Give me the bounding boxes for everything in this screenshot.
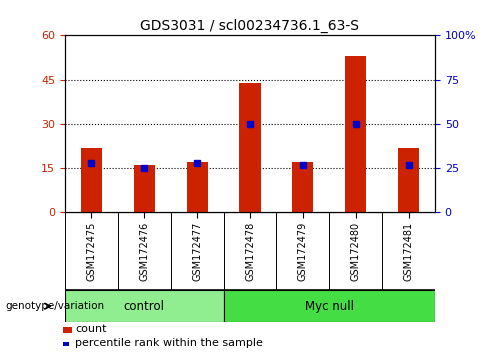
Title: GDS3031 / scl00234736.1_63-S: GDS3031 / scl00234736.1_63-S [140,19,360,33]
Text: GSM172476: GSM172476 [140,222,149,281]
Bar [62,327,72,333]
Text: control: control [124,300,165,313]
Text: GSM172479: GSM172479 [298,222,308,281]
Text: GSM172475: GSM172475 [86,222,97,281]
Text: Myc null: Myc null [305,300,354,313]
Text: GSM172478: GSM172478 [245,222,255,281]
Bar [81,148,102,212]
Bar [62,342,69,346]
Bar [240,82,260,212]
Text: percentile rank within the sample: percentile rank within the sample [75,338,263,348]
Bar [65,290,224,322]
Bar [292,162,314,212]
Bar [186,162,208,212]
Text: GSM172477: GSM172477 [192,222,202,281]
Text: GSM172480: GSM172480 [350,222,360,281]
Text: GSM172481: GSM172481 [404,222,413,281]
Bar [224,290,435,322]
Text: genotype/variation: genotype/variation [5,301,104,311]
Bar [345,56,366,212]
Bar [134,165,155,212]
Text: count: count [75,324,106,334]
Bar [398,148,419,212]
